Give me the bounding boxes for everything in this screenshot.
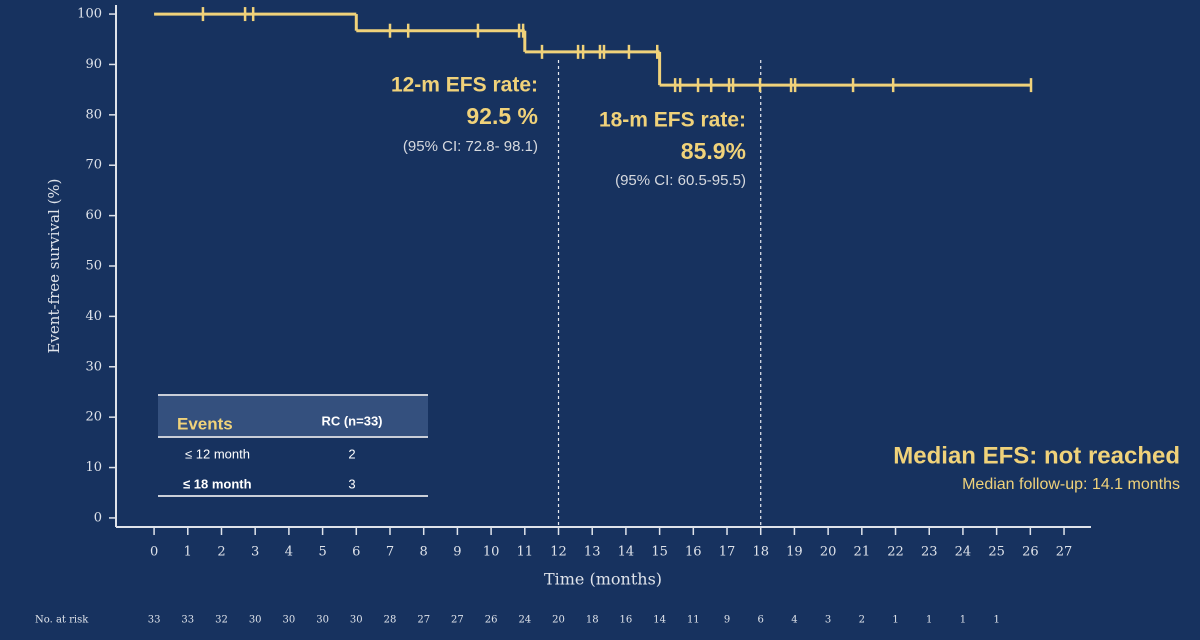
y-tick-label: 100 <box>77 7 102 22</box>
at-risk-count: 28 <box>384 615 397 626</box>
x-tick-label: 3 <box>251 545 259 560</box>
y-tick-label: 20 <box>85 410 102 425</box>
x-tick-label: 13 <box>584 545 601 560</box>
annotation: Median follow-up: 14.1 months <box>962 476 1180 493</box>
x-tick-label: 26 <box>1022 545 1039 560</box>
annotation: (95% CI: 72.8- 98.1) <box>403 138 538 155</box>
at-risk-count: 20 <box>552 615 565 626</box>
x-tick-label: 10 <box>483 545 500 560</box>
x-tick-label: 20 <box>820 545 837 560</box>
at-risk-count: 6 <box>758 615 764 626</box>
x-tick-label: 21 <box>854 545 871 560</box>
x-tick-label: 6 <box>352 545 360 560</box>
x-tick-label: 11 <box>517 545 534 560</box>
y-tick-label: 90 <box>85 57 102 72</box>
y-tick-label: 60 <box>85 208 102 223</box>
at-risk-count: 18 <box>586 615 599 626</box>
at-risk-count: 1 <box>993 615 999 626</box>
y-tick-label: 50 <box>85 259 102 274</box>
x-tick-label: 0 <box>150 545 158 560</box>
x-tick-label: 1 <box>184 545 192 560</box>
at-risk-count: 16 <box>620 615 633 626</box>
annotation: (95% CI: 60.5-95.5) <box>615 172 746 189</box>
at-risk-count: 1 <box>960 615 966 626</box>
at-risk-count: 14 <box>653 615 666 626</box>
at-risk-count: 4 <box>791 615 797 626</box>
x-tick-label: 15 <box>651 545 668 560</box>
x-tick-label: 12 <box>550 545 567 560</box>
table-cell: 3 <box>348 476 355 491</box>
at-risk-count: 27 <box>451 615 464 626</box>
table-cell: ≤ 18 month <box>183 476 252 491</box>
x-tick-label: 24 <box>955 545 972 560</box>
table-cell: ≤ 12 month <box>185 446 250 461</box>
x-tick-label: 19 <box>786 545 803 560</box>
y-tick-label: 30 <box>85 359 102 374</box>
at-risk-count: 26 <box>485 615 498 626</box>
annotation: Median EFS: not reached <box>893 442 1180 469</box>
table-cell: 2 <box>348 446 355 461</box>
annotation: 92.5 % <box>466 103 538 129</box>
x-tick-label: 8 <box>420 545 428 560</box>
at-risk-count: 9 <box>724 615 730 626</box>
annotation: 12-m EFS rate: <box>391 74 538 97</box>
x-tick-label: 2 <box>217 545 225 560</box>
annotation: 18-m EFS rate: <box>599 109 746 132</box>
at-risk-count: 30 <box>283 615 296 626</box>
at-risk-count: 32 <box>215 615 228 626</box>
x-tick-label: 23 <box>921 545 938 560</box>
at-risk-count: 30 <box>350 615 363 626</box>
x-tick-label: 17 <box>719 545 736 560</box>
table-header: Events <box>177 414 233 433</box>
annotation: 85.9% <box>681 138 746 164</box>
at-risk-count: 11 <box>687 615 700 626</box>
y-tick-label: 70 <box>85 158 102 173</box>
at-risk-count: 3 <box>825 615 831 626</box>
x-tick-label: 9 <box>453 545 461 560</box>
y-tick-label: 40 <box>85 309 102 324</box>
at-risk-label: No. at risk <box>35 615 89 626</box>
at-risk-count: 2 <box>859 615 865 626</box>
y-axis-label: Event-free survival (%) <box>45 178 63 353</box>
y-tick-label: 80 <box>85 107 102 122</box>
at-risk-count: 24 <box>518 615 531 626</box>
events-table: Events RC (n=33) ≤ 12 month 2 ≤ 18 month… <box>158 394 428 497</box>
at-risk-count: 33 <box>181 615 194 626</box>
x-tick-label: 7 <box>386 545 394 560</box>
x-tick-label: 27 <box>1056 545 1073 560</box>
at-risk-count: 30 <box>316 615 329 626</box>
y-tick-label: 10 <box>85 460 102 475</box>
x-axis-label: Time (months) <box>544 570 662 589</box>
table-header-bg <box>158 395 428 437</box>
x-tick-label: 22 <box>887 545 904 560</box>
x-tick-label: 18 <box>752 545 769 560</box>
at-risk-count: 30 <box>249 615 262 626</box>
x-tick-label: 4 <box>285 545 293 560</box>
x-tick-label: 25 <box>988 545 1005 560</box>
x-tick-label: 16 <box>685 545 702 560</box>
at-risk-count: 33 <box>148 615 161 626</box>
at-risk-count: 27 <box>417 615 430 626</box>
at-risk-count: 1 <box>892 615 898 626</box>
x-tick-label: 14 <box>618 545 635 560</box>
x-tick-label: 5 <box>318 545 326 560</box>
table-header: RC (n=33) <box>321 413 382 428</box>
y-tick-label: 0 <box>94 510 102 525</box>
at-risk-count: 1 <box>926 615 932 626</box>
